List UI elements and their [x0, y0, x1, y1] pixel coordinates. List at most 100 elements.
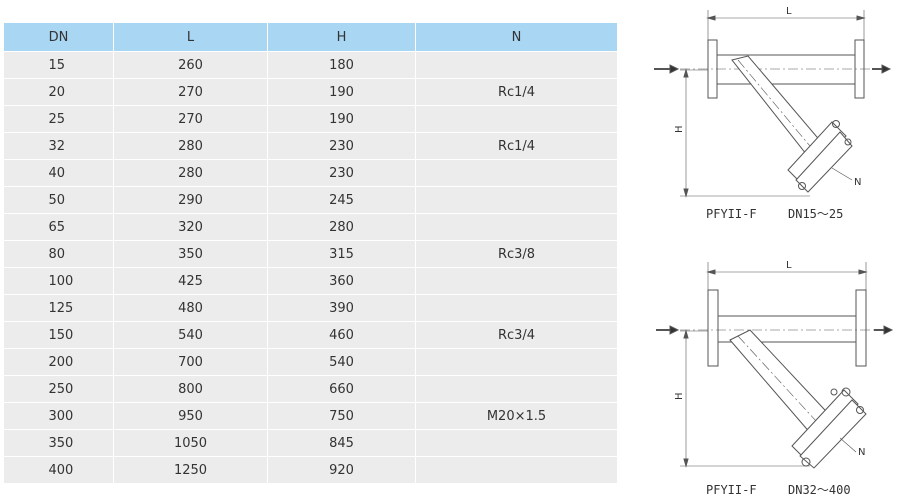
- cell-n: [415, 159, 618, 187]
- cell-h: 190: [267, 78, 416, 106]
- diagram-small: [654, 10, 892, 198]
- cell-h: 180: [267, 51, 416, 79]
- cell-n: [415, 456, 618, 484]
- cell-l: 950: [113, 402, 268, 430]
- cell-l: 1050: [113, 429, 268, 457]
- cell-h: 540: [267, 348, 416, 376]
- cell-h: 660: [267, 375, 416, 403]
- cell-dn: 100: [3, 267, 114, 295]
- cell-l: 540: [113, 321, 268, 349]
- diagram-small-range: DN15～25: [788, 207, 843, 221]
- diagram-small-model: PFYII-F: [706, 207, 757, 221]
- cell-n: [415, 213, 618, 241]
- table-row: 15 260 180: [3, 51, 618, 79]
- cell-dn: 350: [3, 429, 114, 457]
- table-row: 40 280 230: [3, 159, 618, 187]
- cell-dn: 40: [3, 159, 114, 187]
- cell-dn: 32: [3, 132, 114, 160]
- table-row: 32 280 230 Rc1/4: [3, 132, 618, 160]
- header-l: L: [113, 22, 268, 52]
- cell-n: M20×1.5: [415, 402, 618, 430]
- cell-h: 390: [267, 294, 416, 322]
- cell-dn: 20: [3, 78, 114, 106]
- cell-dn: 125: [3, 294, 114, 322]
- cell-h: 280: [267, 213, 416, 241]
- table-row: 400 1250 920: [3, 456, 618, 484]
- cell-l: 270: [113, 78, 268, 106]
- table-row: 200 700 540: [3, 348, 618, 376]
- table-row: 100 425 360: [3, 267, 618, 295]
- diagram-large-range: DN32～400: [788, 483, 851, 497]
- cell-dn: 80: [3, 240, 114, 268]
- cell-l: 1250: [113, 456, 268, 484]
- cell-n: [415, 429, 618, 457]
- cell-h: 190: [267, 105, 416, 133]
- diagram-small-h-label: H: [674, 125, 685, 133]
- diagram-large: [656, 262, 894, 469]
- cell-dn: 400: [3, 456, 114, 484]
- header-dn: DN: [3, 22, 114, 52]
- cell-l: 260: [113, 51, 268, 79]
- cell-l: 480: [113, 294, 268, 322]
- cell-h: 845: [267, 429, 416, 457]
- diagram-small-l-label: L: [786, 6, 792, 17]
- cell-n: [415, 267, 618, 295]
- table-row: 25 270 190: [3, 105, 618, 133]
- cell-dn: 250: [3, 375, 114, 403]
- cell-n: Rc1/4: [415, 78, 618, 106]
- cell-dn: 50: [3, 186, 114, 214]
- cell-h: 750: [267, 402, 416, 430]
- cell-l: 270: [113, 105, 268, 133]
- cell-l: 700: [113, 348, 268, 376]
- table-row: 80 350 315 Rc3/8: [3, 240, 618, 268]
- cell-n: [415, 375, 618, 403]
- table-row: 300 950 750 M20×1.5: [3, 402, 618, 430]
- cell-dn: 15: [3, 51, 114, 79]
- cell-h: 230: [267, 159, 416, 187]
- cell-l: 425: [113, 267, 268, 295]
- cell-n: [415, 105, 618, 133]
- table-row: 125 480 390: [3, 294, 618, 322]
- table-row: 65 320 280: [3, 213, 618, 241]
- diagram-large-n-label: N: [858, 447, 865, 458]
- spec-table: DN L H N 15 260 180 20 270 190 Rc1/4 25 270 190 32…: [3, 22, 618, 484]
- diagram-large-l-label: L: [786, 260, 792, 271]
- cell-l: 800: [113, 375, 268, 403]
- header-n: N: [415, 22, 618, 52]
- table-row: 150 540 460 Rc3/4: [3, 321, 618, 349]
- diagram-large-model: PFYII-F: [706, 483, 757, 497]
- cell-n: [415, 186, 618, 214]
- cell-h: 315: [267, 240, 416, 268]
- cell-l: 280: [113, 159, 268, 187]
- cell-l: 320: [113, 213, 268, 241]
- cell-n: Rc3/4: [415, 321, 618, 349]
- strainer-diagrams: L H N PFYII-F DN15～25: [654, 6, 894, 497]
- diagram-large-h-label: H: [674, 392, 685, 400]
- cell-n: Rc1/4: [415, 132, 618, 160]
- table-row: 250 800 660: [3, 375, 618, 403]
- cell-dn: 65: [3, 213, 114, 241]
- cell-n: [415, 51, 618, 79]
- table-row: 20 270 190 Rc1/4: [3, 78, 618, 106]
- header-h: H: [267, 22, 416, 52]
- table-row: 50 290 245: [3, 186, 618, 214]
- cell-l: 350: [113, 240, 268, 268]
- cell-h: 920: [267, 456, 416, 484]
- cell-h: 230: [267, 132, 416, 160]
- cell-dn: 150: [3, 321, 114, 349]
- table-header-row: DN L H N: [3, 22, 618, 52]
- cell-dn: 200: [3, 348, 114, 376]
- diagram-small-n-label: N: [854, 177, 861, 188]
- cell-dn: 25: [3, 105, 114, 133]
- cell-h: 245: [267, 186, 416, 214]
- cell-n: Rc3/8: [415, 240, 618, 268]
- table-body: 15 260 180 20 270 190 Rc1/4 25 270 190 32 280 230 Rc1…: [3, 51, 618, 484]
- table-row: 350 1050 845: [3, 429, 618, 457]
- cell-dn: 300: [3, 402, 114, 430]
- cell-n: [415, 348, 618, 376]
- cell-h: 360: [267, 267, 416, 295]
- cell-h: 460: [267, 321, 416, 349]
- cell-l: 290: [113, 186, 268, 214]
- cell-l: 280: [113, 132, 268, 160]
- cell-n: [415, 294, 618, 322]
